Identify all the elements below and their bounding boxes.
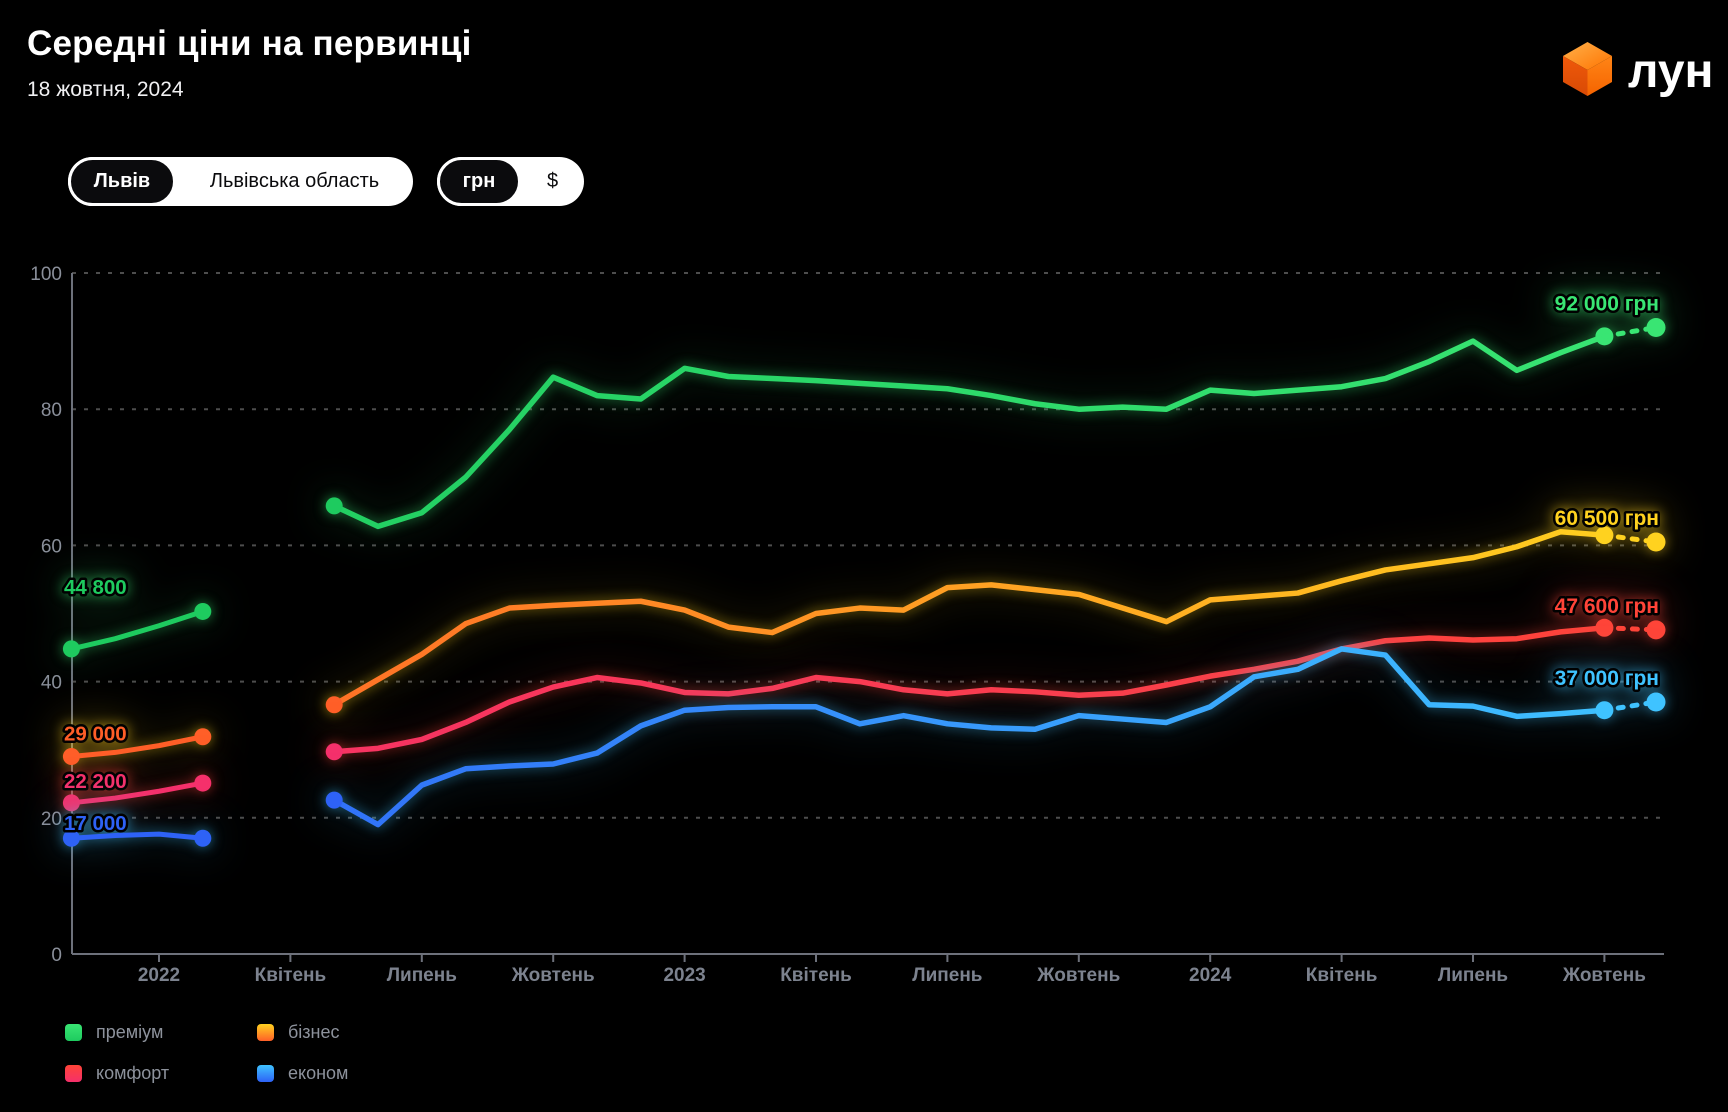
x-axis-label: Липень [387, 965, 457, 986]
y-axis-label: 20 [41, 809, 62, 830]
x-axis-label: Жовтень [511, 965, 595, 986]
x-axis-label: Липень [1438, 965, 1508, 986]
data-point [194, 728, 212, 746]
current-point [1646, 317, 1666, 337]
main-line [331, 333, 1608, 530]
legend-label: преміум [96, 1022, 164, 1042]
y-axis-label: 80 [41, 400, 62, 421]
x-axis-label: Липень [912, 965, 982, 986]
x-axis-label: 2024 [1189, 965, 1232, 986]
y-axis-label: 0 [51, 945, 62, 966]
data-point [325, 791, 343, 809]
x-axis-label: 2023 [663, 965, 705, 986]
currency-toggle: грн $ [437, 157, 584, 206]
start-value-label: 29 000 [64, 723, 127, 746]
y-axis-label: 40 [41, 673, 62, 694]
data-point [62, 829, 80, 847]
x-axis-label: Жовтень [1036, 965, 1120, 986]
premium-swatch-icon [65, 1024, 82, 1041]
x-axis-label: Квітень [255, 965, 327, 986]
main-line [331, 646, 1608, 828]
page-date: 18 жовтня, 2024 [27, 78, 184, 101]
axes: 0 20 40 60 80 100 2022 Квітень Липень Жовтень 2023… [30, 264, 1664, 986]
city-option-lviv[interactable]: Львів [68, 157, 176, 206]
series-бізнес: 29 000 60 500 грн [62, 504, 1666, 766]
currency-option-usd[interactable]: $ [546, 170, 559, 192]
main-line [331, 625, 1608, 755]
x-axis-label: Квітень [1306, 965, 1378, 986]
data-point [194, 829, 212, 847]
legend-label: комфорт [96, 1063, 170, 1083]
current-point [1646, 692, 1666, 712]
pre-war-line [68, 831, 206, 841]
data-point [62, 748, 80, 766]
legend-item-economy: економ [257, 1063, 348, 1084]
lun-cube-icon [1561, 40, 1614, 103]
lun-logo: лун [1561, 40, 1714, 103]
city-toggle: Львів Львівська область [68, 157, 413, 206]
pre-war-line [68, 734, 206, 760]
start-value-label: 17 000 [64, 812, 127, 835]
x-axis-label: 2022 [138, 965, 180, 986]
legend-item-premium: преміум [65, 1022, 257, 1043]
start-value-label: 44 800 [64, 576, 127, 599]
economy-swatch-icon [257, 1065, 274, 1082]
comfort-swatch-icon [65, 1065, 82, 1082]
pre-war-line [68, 608, 206, 652]
y-axis-label: 100 [30, 264, 62, 285]
x-axis-label: Квітень [780, 965, 852, 986]
data-point [62, 794, 80, 812]
city-option-region[interactable]: Львівська область [209, 170, 380, 192]
currency-option-uah[interactable]: грн [437, 157, 521, 206]
page-title: Середні ціни на первинці [27, 24, 472, 63]
business-swatch-icon [257, 1024, 274, 1041]
series-економ: 17 000 37 000 грн [62, 646, 1666, 847]
legend-item-business: бізнес [257, 1022, 348, 1043]
data-point [325, 696, 343, 714]
current-point [1646, 532, 1666, 552]
legend-label: економ [288, 1063, 349, 1083]
data-point [194, 602, 212, 620]
legend-label: бізнес [288, 1022, 340, 1042]
data-point [325, 743, 343, 761]
data-point [325, 497, 343, 515]
current-point [1646, 620, 1666, 640]
series-комфорт: 22 200 47 600 грн [62, 592, 1666, 812]
current-value-label: 37 000 грн [1555, 667, 1659, 690]
series-преміум: 44 800 92 000 грн [62, 290, 1666, 658]
chart-legend: преміум бізнес комфорт економ [65, 1022, 348, 1084]
data-point [194, 774, 212, 792]
legend-item-comfort: комфорт [65, 1063, 257, 1084]
current-value-label: 60 500 грн [1555, 507, 1659, 530]
pre-war-line [68, 780, 206, 806]
data-point [62, 640, 80, 658]
x-axis-label: Жовтень [1562, 965, 1646, 986]
y-axis-label: 60 [41, 536, 62, 557]
gridlines [72, 272, 1660, 819]
current-value-label: 47 600 грн [1555, 595, 1659, 618]
current-value-label: 92 000 грн [1555, 292, 1659, 315]
start-value-label: 22 200 [64, 770, 127, 793]
main-line [331, 529, 1608, 708]
lun-logo-text: лун [1628, 44, 1714, 98]
